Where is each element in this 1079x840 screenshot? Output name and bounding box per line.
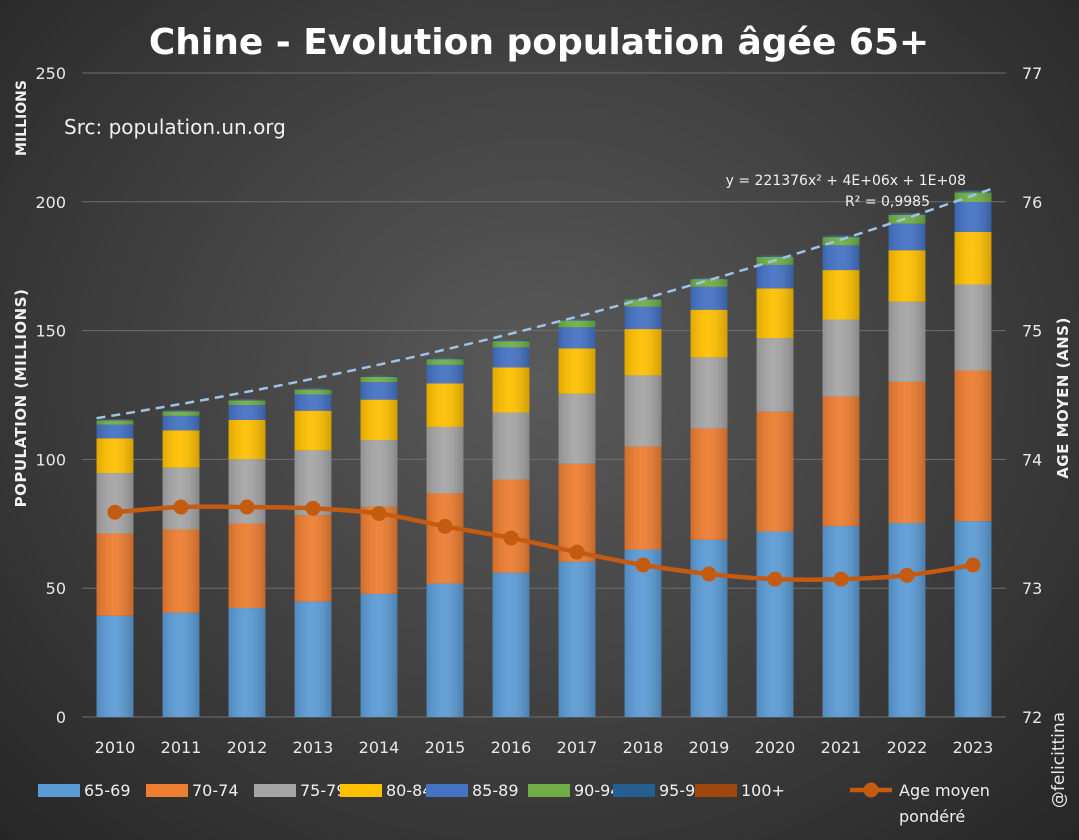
trendline-equation: y = 221376x² + 4E+06x + 1E+08 [726,173,966,189]
x-tick-label: 2012 [227,738,268,757]
legend-swatch [613,784,655,797]
legend-label: 75-79 [300,781,347,800]
y2-axis-ticks: 72 73 74 75 76 77 [1022,64,1042,727]
legend-label: 80-84 [386,781,433,800]
legend: 65-69 70-74 75-79 80-84 85-89 90-94 95-99 100+ A… [38,781,990,826]
chart-title: Chine - Evolution population âgée 65+ [149,22,929,63]
gridlines [82,72,1006,718]
x-tick-label: 2015 [425,738,466,757]
age-point [437,518,453,534]
age-line-group [107,499,981,587]
bar-shading [162,410,200,717]
age-point [371,505,387,521]
legend-label: 70-74 [192,781,239,800]
bar-shading [690,277,728,717]
y-tick-label: 250 [35,64,66,83]
bar-shading [624,297,662,717]
legend-line-label: Age moyen [899,781,990,800]
legend-swatch [528,784,570,797]
x-tick-label: 2021 [821,738,862,757]
trendline [96,187,992,420]
legend-swatch [340,784,382,797]
y-tick-label: 0 [56,708,66,727]
y-tick-label: 150 [35,322,66,341]
y2-tick-label: 73 [1022,579,1042,598]
legend-swatch [695,784,737,797]
x-tick-label: 2013 [293,738,334,757]
trendline-r2: R² = 0,9985 [845,194,930,210]
bar-shading [228,398,266,717]
age-point [965,557,981,573]
x-tick-label: 2017 [557,738,598,757]
y-tick-label: 200 [35,193,66,212]
y-tick-label: 100 [35,450,66,469]
x-tick-label: 2023 [953,738,994,757]
age-point [569,544,585,560]
legend-label: 65-69 [84,781,131,800]
x-tick-label: 2019 [689,738,730,757]
bar-shading [294,388,332,717]
legend-label: 85-89 [472,781,519,800]
age-point [635,557,651,573]
age-point [305,500,321,516]
legend-swatch [426,784,468,797]
bar-shading [96,419,134,717]
legend-label: 90-94 [574,781,621,800]
y-axis-ticks: 0 50 100 150 200 250 [35,64,66,727]
source-label: Src: population.un.org [64,115,286,139]
y2-axis-title: AGE MOYEN (ANS) [1054,317,1072,479]
y2-tick-label: 75 [1022,322,1042,341]
x-tick-label: 2018 [623,738,664,757]
age-point [833,571,849,587]
x-tick-label: 2016 [491,738,532,757]
bar-shading [822,235,860,717]
bar-shading [492,339,530,717]
age-point [107,504,123,520]
bar-shading [756,255,794,717]
bar-shading [888,213,926,717]
x-tick-label: 2020 [755,738,796,757]
x-tick-label: 2010 [95,738,136,757]
age-point [899,567,915,583]
y-axis-title: POPULATION (MILLIONS) [12,289,30,508]
y-units-label: MILLIONS [14,80,30,156]
bar-shading [360,375,398,717]
x-tick-label: 2022 [887,738,928,757]
trendline-group [96,187,992,420]
legend-swatch [254,784,296,797]
y2-tick-label: 72 [1022,708,1042,727]
legend-swatch [146,784,188,797]
bars [96,190,992,718]
age-point [767,571,783,587]
legend-line-marker [863,782,879,798]
x-axis-ticks: 2010 2011 2012 2013 2014 2015 2016 2017 2018 2019… [95,738,994,757]
legend-label: 95-99 [659,781,706,800]
legend-swatch [38,784,80,797]
x-tick-label: 2014 [359,738,400,757]
x-tick-label: 2011 [161,738,202,757]
age-point [701,566,717,582]
y2-tick-label: 76 [1022,193,1042,212]
age-point [173,499,189,515]
age-point [503,530,519,546]
bar-shading [426,357,464,717]
bar-shading [558,319,596,717]
legend-label: 100+ [741,781,785,800]
age-point [239,499,255,515]
y2-tick-label: 77 [1022,64,1042,83]
bar-shading [954,190,992,718]
legend-line-label-cont: pondéré [899,807,965,826]
credit-label: @felicittina [1049,712,1069,808]
y2-tick-label: 74 [1022,450,1042,469]
y-tick-label: 50 [46,579,66,598]
